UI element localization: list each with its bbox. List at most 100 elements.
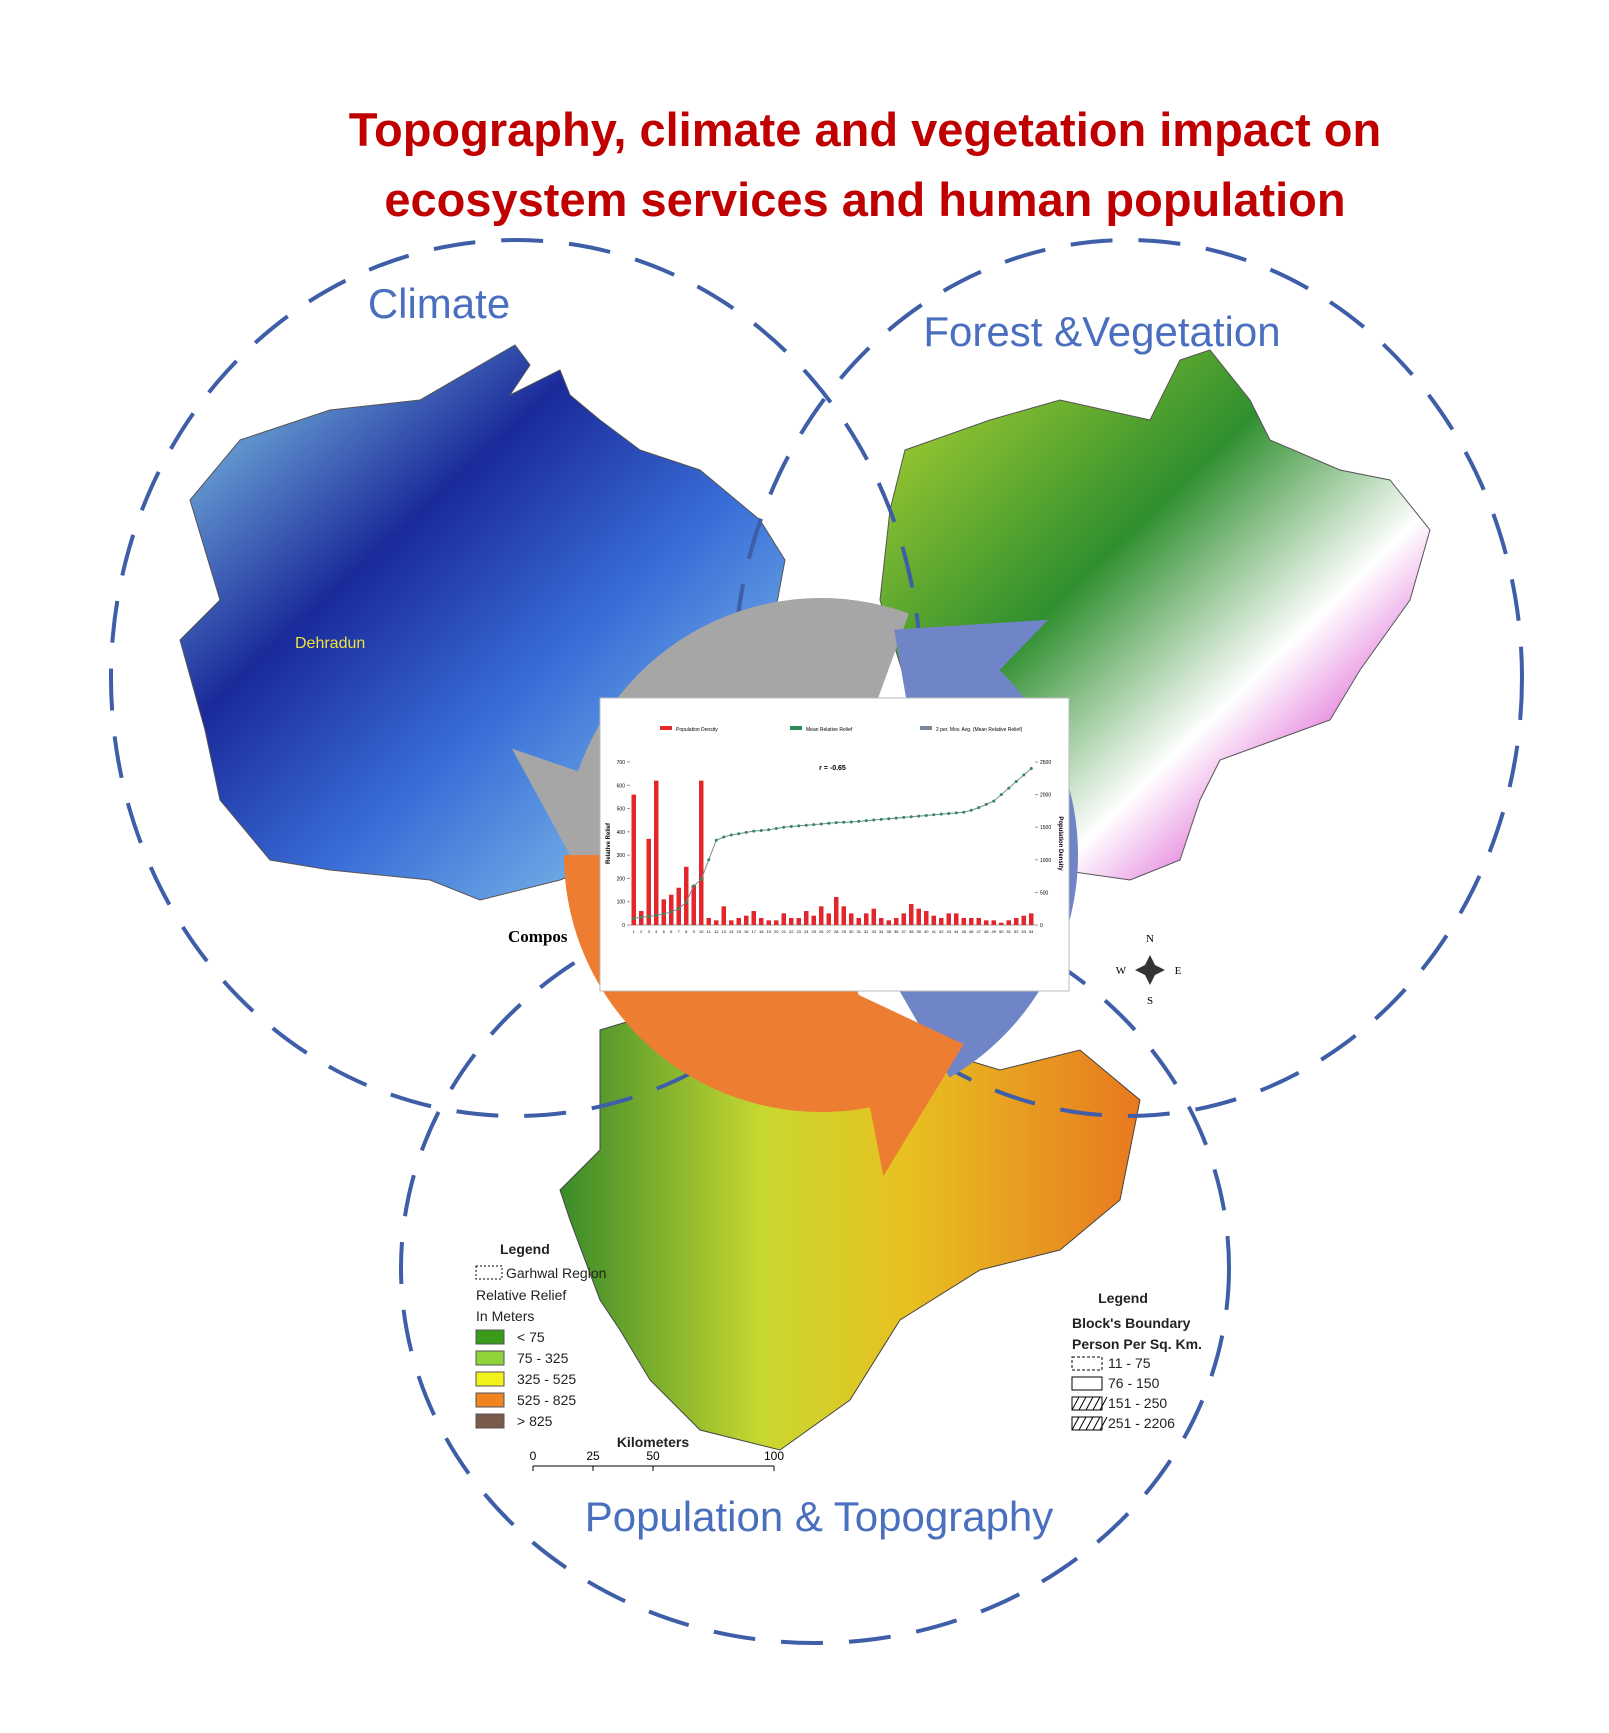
point (917, 814, 921, 818)
bar (976, 918, 981, 925)
bar (631, 794, 636, 925)
x-tick-label: 39 (917, 929, 922, 934)
y-tick-label: 400 (617, 830, 626, 836)
y-tick-label: 300 (617, 853, 626, 859)
x-tick-label: 52 (1014, 929, 1019, 934)
point (992, 799, 996, 803)
x-tick-label: 19 (767, 929, 772, 934)
y-tick-label: 700 (617, 760, 626, 766)
point (894, 816, 898, 820)
bar (939, 918, 944, 925)
y2-tick-label: 2500 (1040, 760, 1051, 766)
x-tick-label: 49 (992, 929, 997, 934)
point (932, 813, 936, 817)
bar (1006, 920, 1011, 925)
inset-chart-frame (599, 697, 1070, 992)
legend-text: 2 per. Mov. Avg. (Mean Relative Relief) (936, 727, 1023, 733)
bar (729, 920, 734, 925)
compass-letter: W (1116, 965, 1127, 977)
point (834, 821, 838, 825)
hatch (1085, 1416, 1094, 1431)
legend-swatch (475, 1413, 505, 1429)
legend-text: 325 - 525 (517, 1371, 576, 1387)
point (954, 811, 958, 815)
x-tick-label: 25 (812, 929, 817, 934)
x-tick-label: 40 (924, 929, 929, 934)
x-tick-label: 1 (633, 929, 636, 934)
bar (984, 920, 989, 925)
bar (1021, 915, 1026, 925)
legend-swatch (920, 726, 932, 730)
y2-tick-label: 1500 (1040, 825, 1051, 831)
legend-text: 525 - 825 (517, 1392, 576, 1408)
point (774, 827, 778, 831)
point (977, 806, 981, 810)
bar (796, 918, 801, 925)
point (759, 828, 763, 832)
point (864, 819, 868, 823)
point (924, 813, 928, 817)
bar (811, 915, 816, 925)
bar (706, 918, 711, 925)
scale-title: Kilometers (617, 1434, 690, 1450)
x-tick-label: 24 (804, 929, 809, 934)
x-tick-label: 6 (670, 929, 673, 934)
bar (901, 913, 906, 925)
hatch (1078, 1396, 1087, 1411)
x-tick-label: 38 (909, 929, 914, 934)
point (909, 815, 913, 819)
point (632, 916, 636, 920)
x-tick-label: 10 (699, 929, 704, 934)
title: Topography, climate and vegetation impac… (349, 103, 1381, 156)
point (669, 910, 673, 914)
bar (684, 866, 689, 925)
point (1022, 773, 1026, 777)
point (677, 907, 681, 911)
point (767, 828, 771, 832)
bar (991, 920, 996, 925)
x-tick-label: 54 (1029, 929, 1034, 934)
compass-letter: S (1147, 995, 1153, 1007)
caption-fragment: Compos (508, 927, 568, 946)
legend-text: Garhwal Region (506, 1265, 606, 1281)
inset-chart: 0100200300400500600700050010001500200025… (606, 726, 1063, 934)
point (857, 819, 861, 823)
bar (654, 780, 659, 925)
point (902, 815, 906, 819)
point (647, 915, 651, 919)
legend-swatch (475, 1350, 505, 1366)
x-tick-label: 17 (752, 929, 757, 934)
circle-label: Population & Topography (585, 1493, 1054, 1540)
x-tick-label: 15 (737, 929, 742, 934)
compass-letter: E (1175, 965, 1182, 977)
legend-text: Population Density (676, 727, 718, 733)
x-tick-label: 45 (962, 929, 967, 934)
legend-title: Legend (500, 1241, 550, 1257)
legend-swatch (790, 726, 802, 730)
y-tick-label: 0 (622, 923, 625, 929)
bar (759, 918, 764, 925)
region-swatch (475, 1265, 503, 1280)
point (1014, 780, 1018, 784)
compass-letter: N (1146, 933, 1154, 945)
hatch (1099, 1416, 1108, 1431)
bar (804, 911, 809, 925)
point (1029, 767, 1033, 771)
bar (954, 913, 959, 925)
x-tick-label: 41 (932, 929, 937, 934)
bar (961, 918, 966, 925)
legend-swatch (475, 1329, 505, 1345)
point (662, 912, 666, 916)
legend-title: Legend (1098, 1290, 1148, 1306)
scale-bar: Kilometers 0 25 50 100 (530, 1434, 784, 1471)
x-tick-label: 20 (774, 929, 779, 934)
point (842, 820, 846, 824)
legend-swatch (475, 1371, 505, 1387)
bar (894, 918, 899, 925)
x-tick-label: 50 (999, 929, 1004, 934)
x-tick-label: 9 (693, 929, 696, 934)
x-tick-label: 34 (879, 929, 884, 934)
y-tick-label: 500 (617, 807, 626, 813)
hatch (1078, 1416, 1087, 1431)
point (872, 818, 876, 822)
